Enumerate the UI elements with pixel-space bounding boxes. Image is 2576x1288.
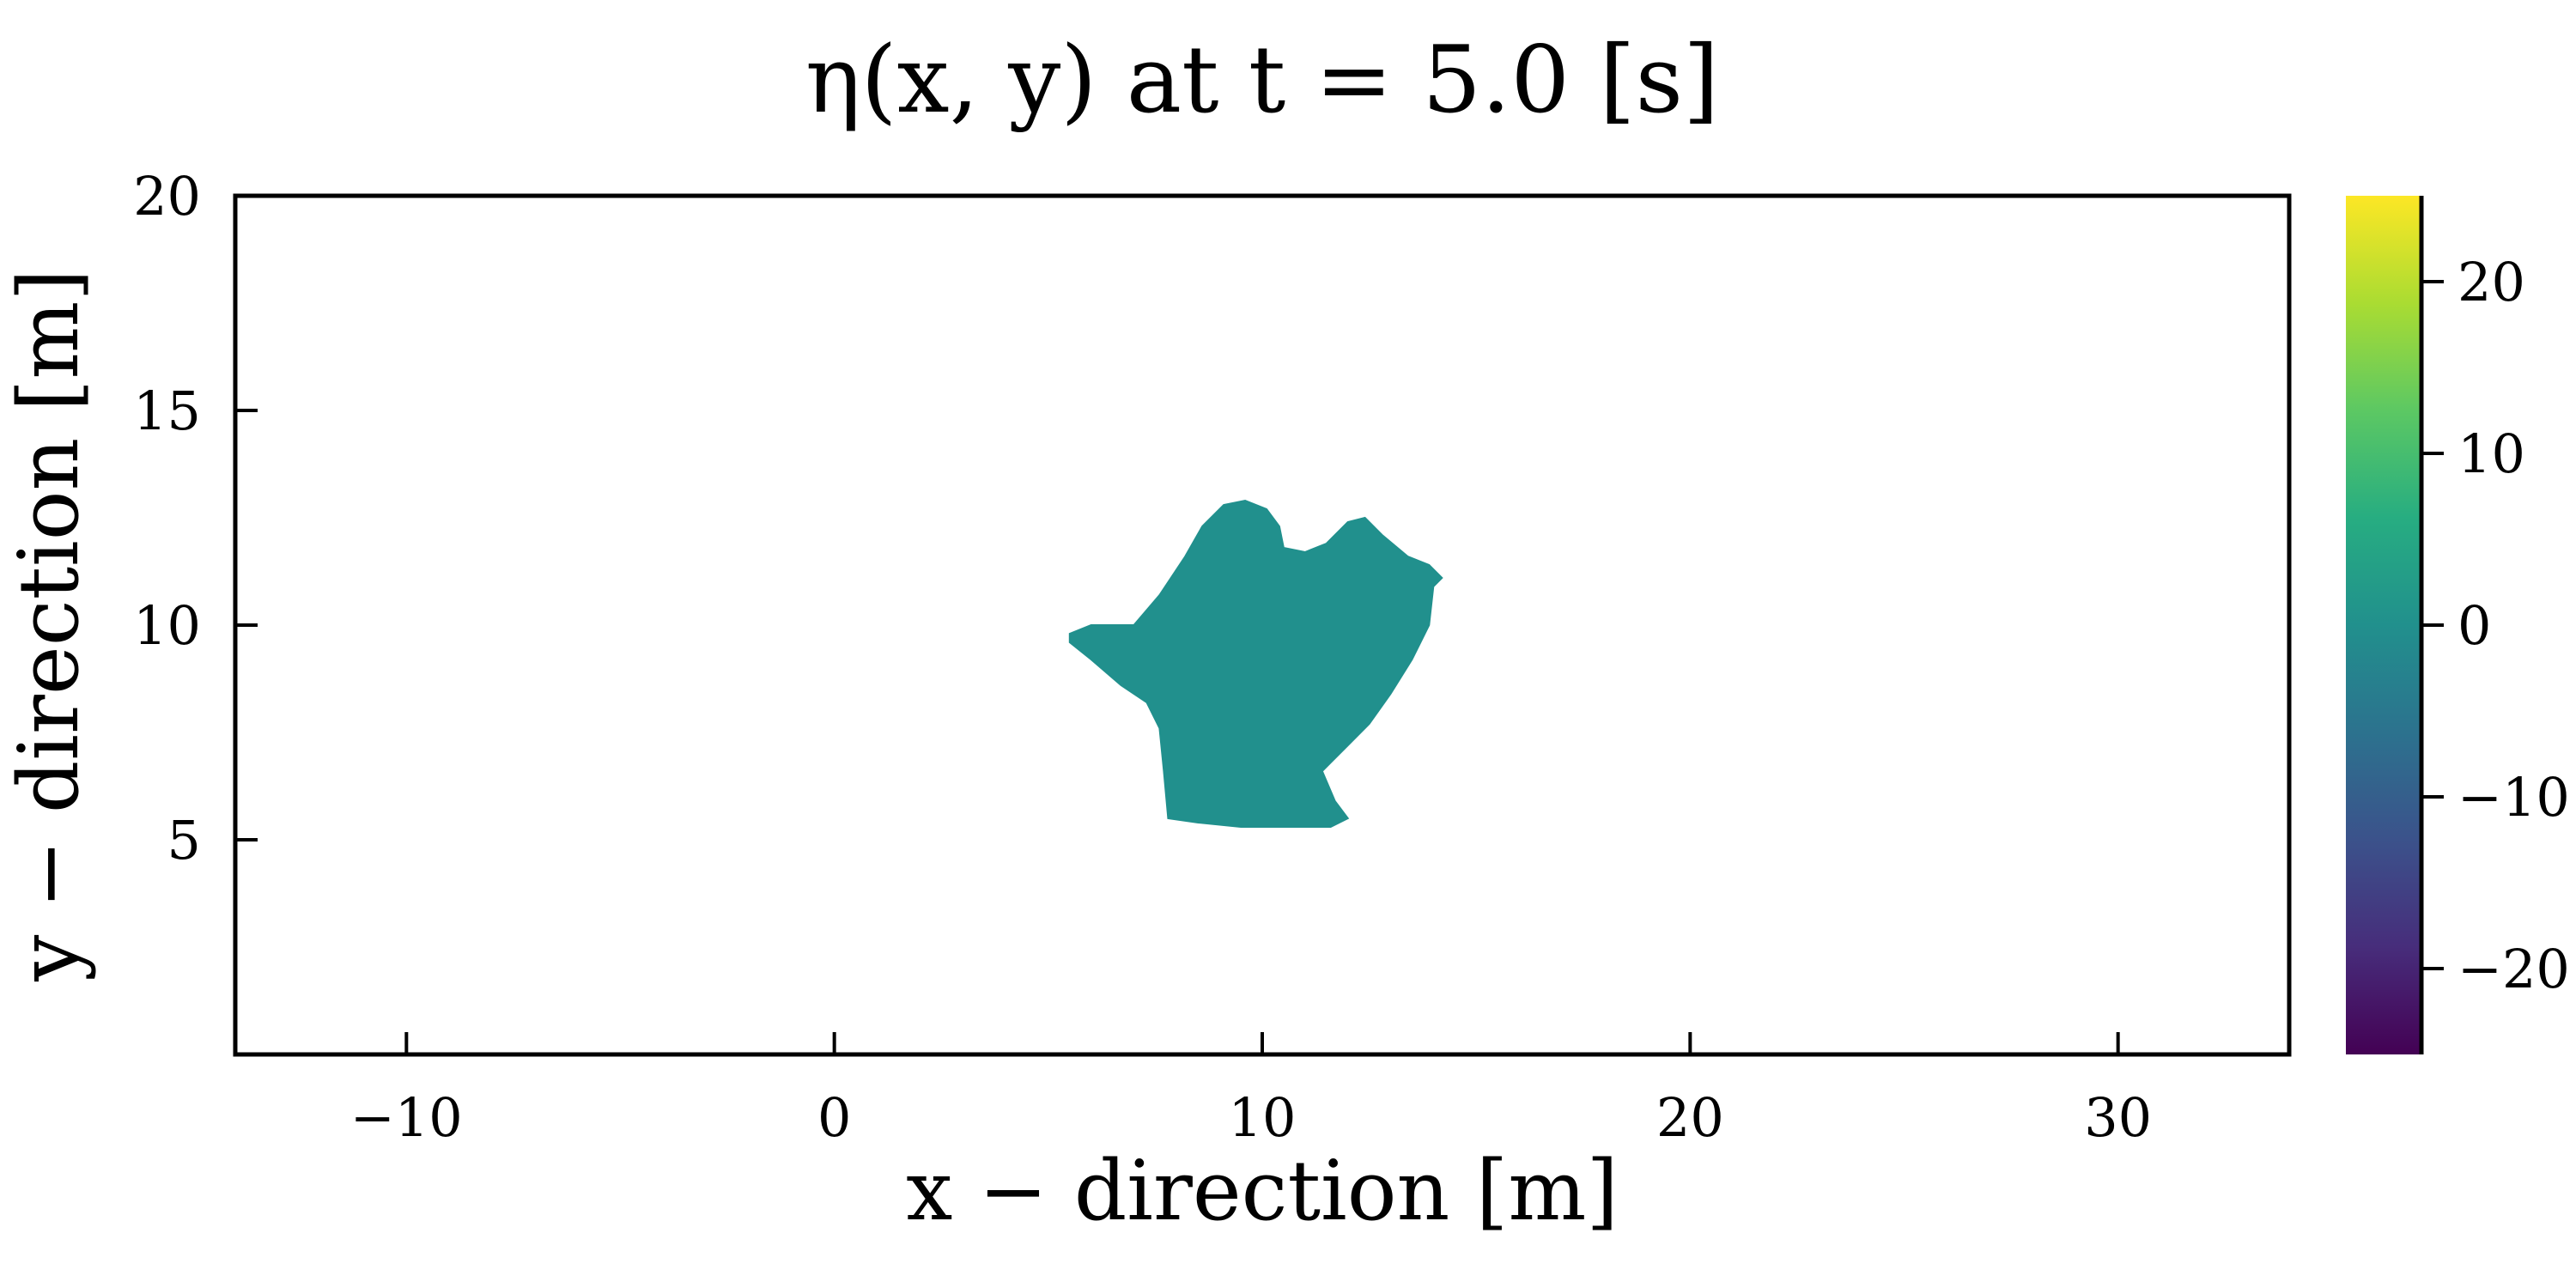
y-axis-ticks: 5 10 15 20 [133, 165, 258, 872]
x-tick-label: 20 [1656, 1086, 1724, 1149]
y-tick-label: 20 [133, 165, 201, 228]
x-tick-label: −10 [350, 1086, 463, 1149]
x-axis-label: x − direction [m] [906, 1143, 1619, 1239]
x-tick-label: 30 [2084, 1086, 2152, 1149]
heatmap-field-region [1068, 499, 1443, 828]
colorbar-tick-label: 0 [2458, 594, 2491, 657]
colorbar-tick-label: 10 [2458, 422, 2525, 485]
x-tick-label: 10 [1229, 1086, 1297, 1149]
y-tick-label: 10 [133, 594, 201, 657]
plot-area: −10 0 10 20 30 5 10 15 20 [133, 165, 2292, 1149]
y-tick-label: 5 [167, 809, 201, 872]
chart-title: η(x, y) at t = 5.0 [s] [805, 27, 1719, 134]
colorbar-gradient [2346, 196, 2421, 1054]
colorbar-tick-label: 20 [2458, 251, 2525, 313]
x-tick-label: 0 [817, 1086, 851, 1149]
y-axis-label: y − direction [m] [1, 269, 97, 982]
y-tick-label: 15 [133, 380, 201, 442]
colorbar-tick-label: −10 [2458, 766, 2570, 829]
colorbar-tick-label: −20 [2458, 938, 2570, 1000]
x-axis-ticks: −10 0 10 20 30 [350, 1032, 2152, 1149]
colorbar: −20 −10 0 10 20 [2346, 196, 2570, 1054]
colorbar-ticks: −20 −10 0 10 20 [2421, 251, 2570, 1000]
